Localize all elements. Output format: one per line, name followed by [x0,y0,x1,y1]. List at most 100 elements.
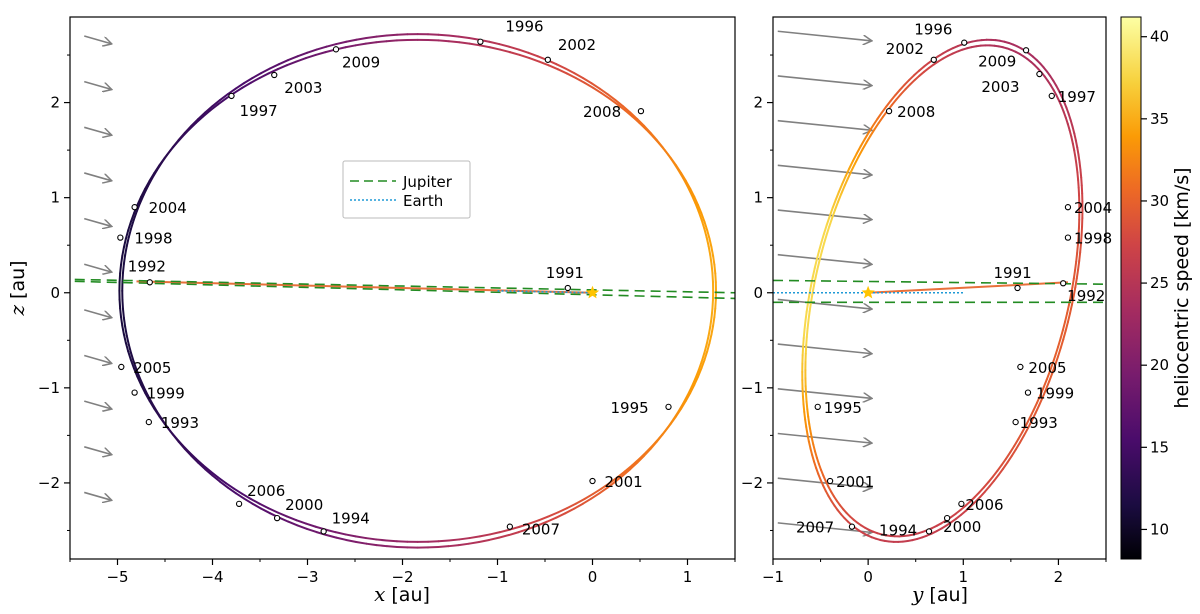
yz-year-point [943,514,951,522]
yz-orbit-segment [817,462,823,471]
yz-orbit-segment [922,62,930,68]
yz-flow-arrow [777,30,871,41]
xz-xtick-label: −5 [106,568,128,586]
xz-year-label: 2000 [285,496,323,514]
yz-orbit-segment [1030,412,1037,422]
yz-year-label: 2008 [897,103,935,121]
yz-year-point [961,39,968,46]
xz-orbit-segment [447,538,461,542]
yz-orbit-segment [1074,277,1078,289]
xz-year-point [146,279,153,286]
yz-flow-arrow [777,522,871,533]
xz-orbit-segment [132,367,139,378]
xz-orbit-segment [555,512,567,519]
xz-orbit-segment [574,497,586,505]
yz-orbit-segment [807,310,811,322]
xz-orbit-segment [243,77,254,85]
colorbar-tick-label: 35 [1150,110,1169,128]
yz-orbit-segment [1034,404,1041,415]
xz-orbit-segment [124,245,128,257]
xz-orbit-segment [139,377,145,389]
yz-flow-arrow [777,343,871,354]
yz-orbit-segment [815,456,820,465]
yz-jupiter-orbit [772,279,1107,285]
xz-orbit-segment [121,263,125,274]
xz-orbit-segment [700,351,706,363]
yz-orbit-segment [840,185,846,196]
colorbar-tick-label: 40 [1150,28,1169,46]
xz-orbit-segment [649,131,658,141]
xz-orbit-segment [124,229,130,240]
xz-orbit-segment [616,470,626,479]
xz-orbit-segment [241,81,252,89]
xz-year-point [118,363,125,371]
xz-orbit-segment [251,502,263,510]
yz-orbit-segment [1074,139,1079,149]
xz-orbit-segment [564,67,576,75]
yz-orbit-segment [1038,396,1044,407]
yz-orbit-segment [804,418,808,429]
xz-orbit-segment [527,51,539,58]
yz-orbit-segment [1062,329,1067,341]
xz-orbit-segment [714,298,717,310]
yz-year-label: 1993 [1020,414,1058,432]
xz-year-point [145,418,152,426]
xz-orbit-segment [124,342,130,353]
xz-orbit-segment [606,93,617,102]
xz-flow-arrow [84,80,111,90]
xz-orbit-segment [614,474,624,483]
xz-orbit-segment [204,105,214,114]
yz-orbit-segment [817,472,822,481]
xz-orbit-segment [507,45,520,51]
yz-orbit-segment [1059,328,1064,340]
yz-ytick-label: −2 [741,474,763,492]
xz-orbit-segment [140,383,147,394]
xz-orbit-segment [125,236,130,248]
xz-orbit-segment [171,138,180,149]
xz-orbit-segment [130,351,135,363]
xz-orbit-segment [177,440,186,450]
xz-orbit-segment [121,307,125,319]
xz-jupiter-orbit [74,280,736,300]
xz-orbit-segment [132,210,138,222]
yz-orbit-segment [807,415,811,425]
yz-orbit-segment [1054,355,1060,366]
xz-orbit-segment [130,219,135,230]
yz-orbit-segment [1060,105,1065,113]
xz-orbit-segment [197,461,207,471]
xz-orbit-segment [573,502,584,510]
yz-orbit-segment [1074,156,1078,167]
yz-year-label: 2004 [1074,199,1112,217]
yz-orbit-segment [818,241,823,252]
xz-orbit-segment [197,111,207,121]
xz-orbit-segment [233,86,244,95]
yz-xtick-label: 2 [1054,568,1064,586]
xz-flow-arrow [84,172,111,181]
xz-orbit-segment [160,418,169,428]
yz-orbit-segment [820,232,825,244]
xz-orbit-segment [614,99,624,108]
yz-orbit-segment [987,475,994,484]
yz-orbit-segment [828,207,834,218]
colorbar-ticks: 10 15 20 25 30 35 40 [1141,28,1169,538]
xz-orbit-segment [546,516,558,523]
xz-flow-arrow [84,35,111,44]
xz-orbit-segment [574,76,586,84]
yz-flow-arrow [777,432,871,443]
yz-orbit-segment [877,115,885,124]
xz-orbit-segment [700,219,706,230]
xz-panel: 1996 2002 2009 2003 2008 1997 2004 1998 1992 1991… [5,16,736,606]
xz-orbit-segment [713,263,717,275]
yz-orbit-segment [873,121,880,131]
yz-orbit-segment [825,225,831,236]
xz-orbit-segment [324,528,337,534]
xz-orbit-segment [122,316,127,328]
yz-orbit-segment [913,69,920,77]
xz-orbit-segment [711,271,714,283]
legend: Jupiter Earth [342,160,471,219]
xz-orbit-segment [190,454,200,464]
yz-orbit-1 [804,44,1081,538]
yz-orbit-segment [820,242,826,253]
xz-year-label: 2002 [558,36,596,54]
yz-orbit-segment [1002,461,1009,470]
